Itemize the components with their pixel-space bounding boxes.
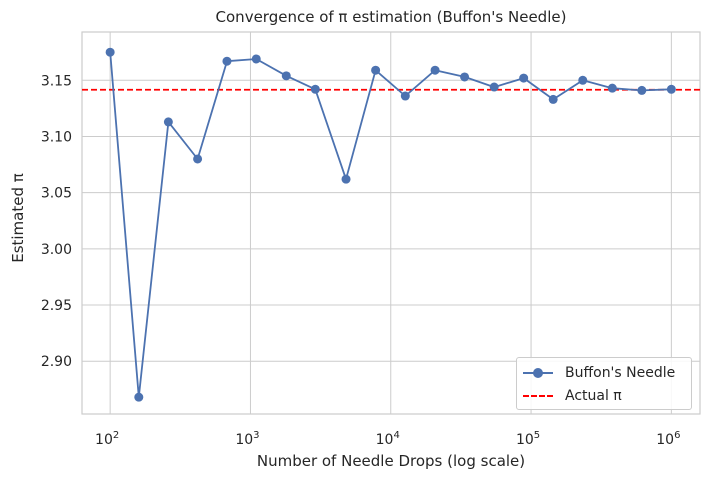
- legend-series-swatch: [523, 363, 557, 383]
- y-tick-label: 2.90: [41, 354, 72, 370]
- legend-label-series: Buffon's Needle: [565, 365, 676, 381]
- x-tick-label: 102: [95, 430, 119, 448]
- data-point: [519, 73, 529, 83]
- data-point: [193, 154, 203, 164]
- data-point: [222, 56, 232, 66]
- legend: Buffon's Needle Actual π: [516, 357, 692, 410]
- y-tick-label: 3.00: [41, 242, 72, 258]
- grid-layer: [82, 32, 700, 414]
- y-axis-label: Estimated π: [9, 173, 27, 263]
- data-point: [607, 83, 617, 93]
- y-tick-label: 3.10: [41, 129, 72, 145]
- data-point: [489, 82, 499, 92]
- x-tick-label: 103: [235, 430, 259, 448]
- chart-title: Convergence of π estimation (Buffon's Ne…: [215, 8, 567, 26]
- tick-label-layer: 102 103 104 105 106 2.90 2.95 3.00 3.05 3.10 3.15: [41, 73, 681, 448]
- data-point: [134, 392, 144, 402]
- y-tick-label: 3.15: [41, 73, 72, 89]
- data-point: [460, 72, 470, 82]
- data-point: [666, 84, 676, 94]
- data-point: [251, 54, 261, 64]
- x-axis-label: Number of Needle Drops (log scale): [256, 452, 526, 470]
- axes-layer: [81, 31, 701, 415]
- x-tick-label: 106: [656, 430, 680, 448]
- data-point: [637, 85, 647, 95]
- data-point: [548, 94, 558, 104]
- data-point: [578, 75, 588, 85]
- series-layer: [105, 47, 676, 402]
- y-tick-label: 2.95: [41, 298, 72, 314]
- legend-item-series: Buffon's Needle: [517, 363, 675, 383]
- data-point: [163, 117, 173, 127]
- legend-reference-swatch: [523, 386, 557, 406]
- data-point: [400, 91, 410, 101]
- data-point: [341, 174, 351, 184]
- legend-label-reference: Actual π: [565, 388, 622, 404]
- data-point: [310, 84, 320, 94]
- x-tick-label: 105: [516, 430, 540, 448]
- x-tick-label: 104: [376, 430, 400, 448]
- legend-item-reference: Actual π: [517, 386, 622, 406]
- y-tick-label: 3.05: [41, 186, 72, 202]
- data-point: [105, 47, 115, 57]
- data-point: [281, 71, 291, 81]
- series-line: [109, 52, 672, 399]
- plot-frame: [81, 31, 701, 415]
- data-point: [371, 65, 381, 75]
- data-point: [430, 65, 440, 75]
